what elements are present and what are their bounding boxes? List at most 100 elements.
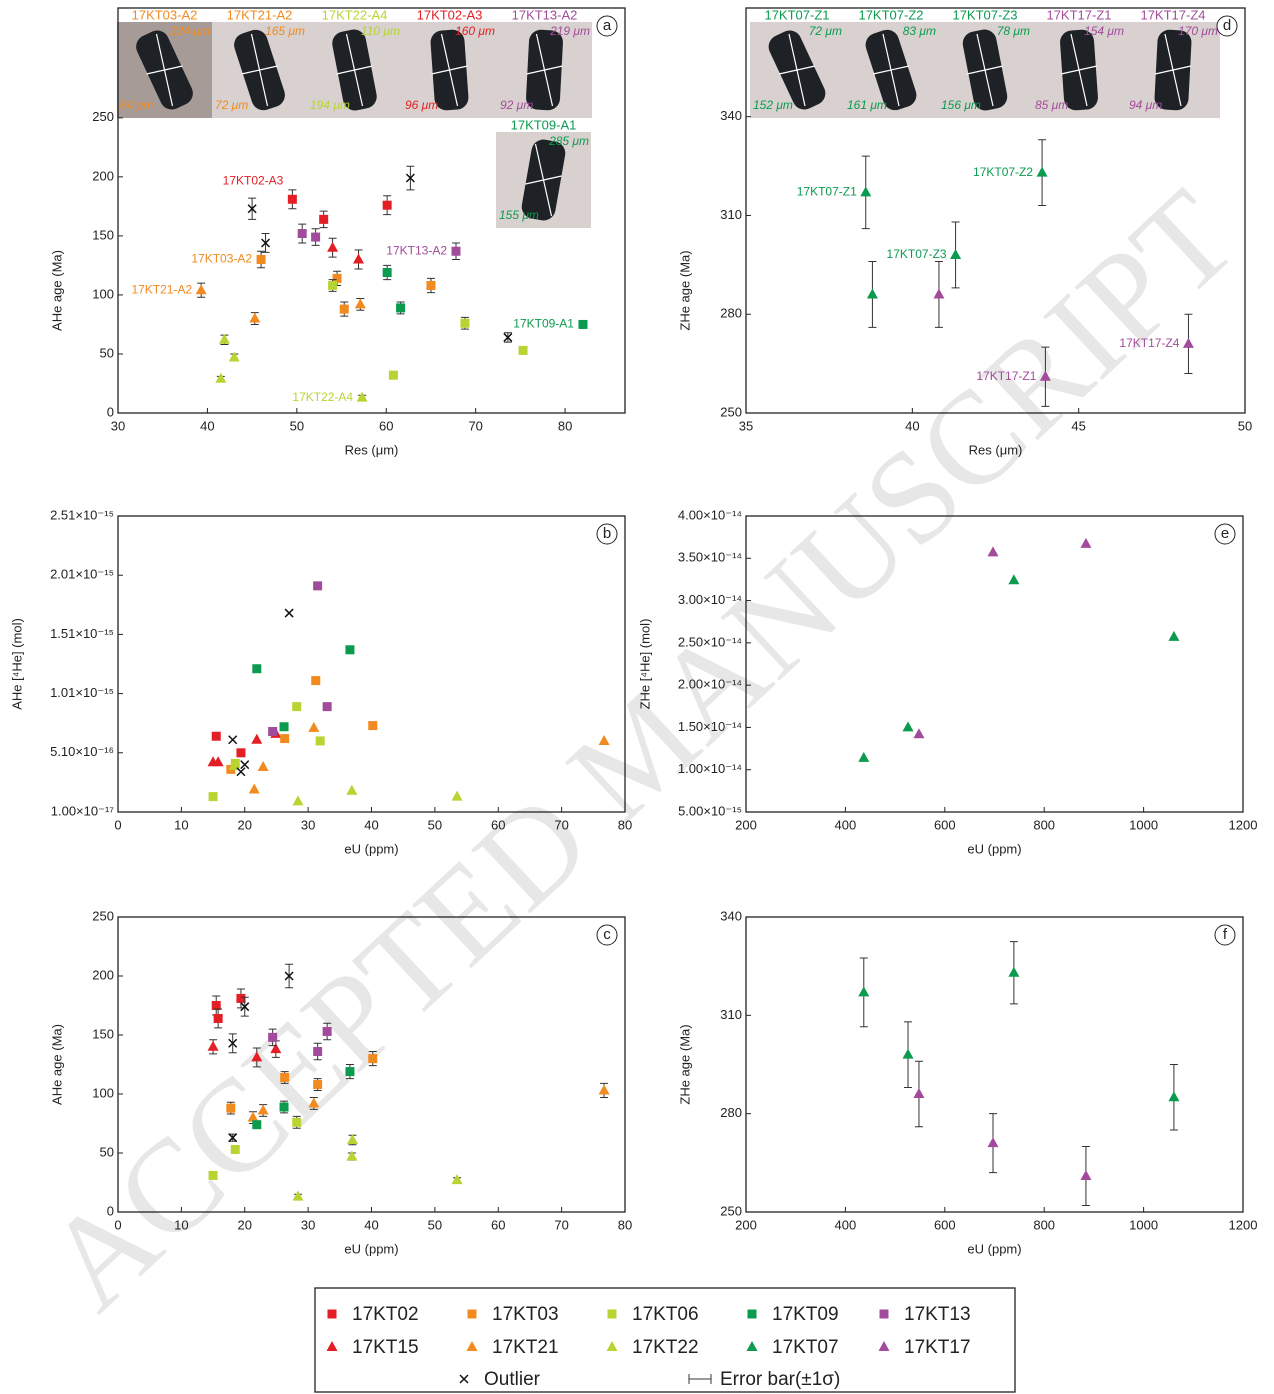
y-tick-label: 2.50×10⁻¹⁴ xyxy=(678,634,742,649)
grain-title: 17KT17-Z4 xyxy=(1140,7,1205,22)
grain-dim: 219 μm xyxy=(549,24,590,38)
x-tick-label: 800 xyxy=(1033,817,1055,832)
triangle-marker xyxy=(248,783,260,794)
triangle-marker xyxy=(913,728,925,739)
x-tick-label: 40 xyxy=(364,1217,378,1232)
grain-axes xyxy=(526,33,563,107)
y-tick-label: 150 xyxy=(92,227,114,242)
panel-letter: b xyxy=(603,525,611,542)
point-label: 17KT21-A2 xyxy=(131,282,192,296)
plot-frame xyxy=(745,7,1246,414)
x-tick-label: 45 xyxy=(1071,418,1085,433)
x-tick-label: 200 xyxy=(735,817,757,832)
x-tick-label: 1200 xyxy=(1229,817,1258,832)
grain-axes xyxy=(778,33,816,107)
point-label: 17KT13-A2 xyxy=(386,243,447,257)
square-marker xyxy=(396,303,406,313)
y-tick-label: 5.10×10⁻¹⁶ xyxy=(50,744,114,759)
triangle-marker xyxy=(858,751,870,762)
triangle-marker xyxy=(598,734,610,745)
point-label: 17KT09-A1 xyxy=(513,317,574,331)
x-marker xyxy=(459,1374,469,1384)
triangle-marker xyxy=(212,756,224,767)
legend-box xyxy=(314,1287,1016,1393)
square-marker xyxy=(208,1170,218,1180)
square-marker xyxy=(280,1072,290,1082)
x-tick-label: 30 xyxy=(301,817,315,832)
x-tick-label: 30 xyxy=(301,1217,315,1232)
triangle-marker xyxy=(1008,574,1020,585)
triangle-marker xyxy=(913,1088,925,1098)
x-marker xyxy=(228,735,238,745)
x-tick-label: 0 xyxy=(114,1217,121,1232)
square-marker xyxy=(279,1102,289,1112)
grain-dim: 72 μm xyxy=(215,98,248,112)
y-tick-label: 200 xyxy=(92,967,114,982)
x-tick-label: 40 xyxy=(364,817,378,832)
square-marker xyxy=(268,726,278,736)
y-tick-label: 0 xyxy=(107,1203,114,1218)
x-tick-label: 20 xyxy=(238,817,252,832)
triangle-marker xyxy=(354,298,366,309)
grain-dim: 161 μm xyxy=(847,98,887,112)
grain-title: 17KT02-A3 xyxy=(417,7,483,22)
square-marker xyxy=(236,748,246,758)
y-tick-label: 250 xyxy=(92,109,114,124)
x-axis-label: eU (ppm) xyxy=(344,841,398,856)
triangle-marker xyxy=(1039,370,1051,381)
triangle-marker xyxy=(902,721,914,732)
y-tick-label: 1.51×10⁻¹⁵ xyxy=(50,626,114,641)
square-marker xyxy=(368,1054,378,1064)
triangle-marker xyxy=(251,1051,263,1062)
x-tick-label: 20 xyxy=(238,1217,252,1232)
point-label: 17KT07-Z3 xyxy=(887,247,947,261)
x-tick-label: 0 xyxy=(114,817,121,832)
grain-dim: 165 μm xyxy=(265,24,305,38)
y-axis-label: ZHe [⁴He] (mol) xyxy=(637,619,652,710)
x-marker xyxy=(240,1002,250,1012)
square-marker xyxy=(467,1309,477,1319)
x-tick-label: 50 xyxy=(428,1217,442,1232)
square-marker xyxy=(345,645,355,655)
triangle-marker xyxy=(346,1150,358,1161)
x-tick-label: 60 xyxy=(491,817,505,832)
square-marker xyxy=(332,273,342,283)
grain-dim: 154 μm xyxy=(1084,24,1124,38)
grain-dim: 72 μm xyxy=(809,24,842,38)
triangle-marker xyxy=(228,351,240,362)
x-tick-label: 50 xyxy=(428,817,442,832)
legend-label: 17KT03 xyxy=(492,1304,559,1325)
triangle-marker xyxy=(902,1048,914,1059)
triangle-marker xyxy=(466,1341,478,1351)
y-tick-label: 100 xyxy=(92,286,114,301)
legend-label: 17KT22 xyxy=(632,1337,699,1358)
triangle-marker xyxy=(1008,966,1020,977)
grain-axes xyxy=(146,33,183,107)
errorbar-marker xyxy=(688,1374,712,1384)
triangle-marker xyxy=(292,1190,304,1201)
triangle-marker xyxy=(257,1104,269,1115)
y-tick-label: 280 xyxy=(720,306,742,321)
grain-dim: 285 μm xyxy=(548,134,589,148)
point-label: 17KT03-A2 xyxy=(191,252,252,266)
triangle-marker xyxy=(346,1134,358,1145)
legend-label: 17KT13 xyxy=(904,1304,971,1325)
triangle-marker xyxy=(353,253,365,264)
y-tick-label: 50 xyxy=(100,345,114,360)
triangle-marker xyxy=(987,546,999,557)
y-tick-label: 4.00×10⁻¹⁴ xyxy=(678,507,742,522)
point-label: 17KT17-Z4 xyxy=(1119,336,1179,350)
grain-dim: 224 μm xyxy=(169,24,210,38)
triangle-marker xyxy=(1080,537,1092,548)
square-marker xyxy=(315,736,325,746)
panel-letter: f xyxy=(1223,926,1228,943)
x-tick-label: 10 xyxy=(174,817,188,832)
y-tick-label: 150 xyxy=(92,1026,114,1041)
grain-title: 17KT17-Z1 xyxy=(1046,7,1111,22)
square-marker xyxy=(518,345,528,355)
grain-dim: 110 μm xyxy=(361,24,400,38)
x-tick-label: 80 xyxy=(618,1217,632,1232)
x-tick-label: 40 xyxy=(200,418,214,433)
triangle-marker xyxy=(292,795,304,806)
